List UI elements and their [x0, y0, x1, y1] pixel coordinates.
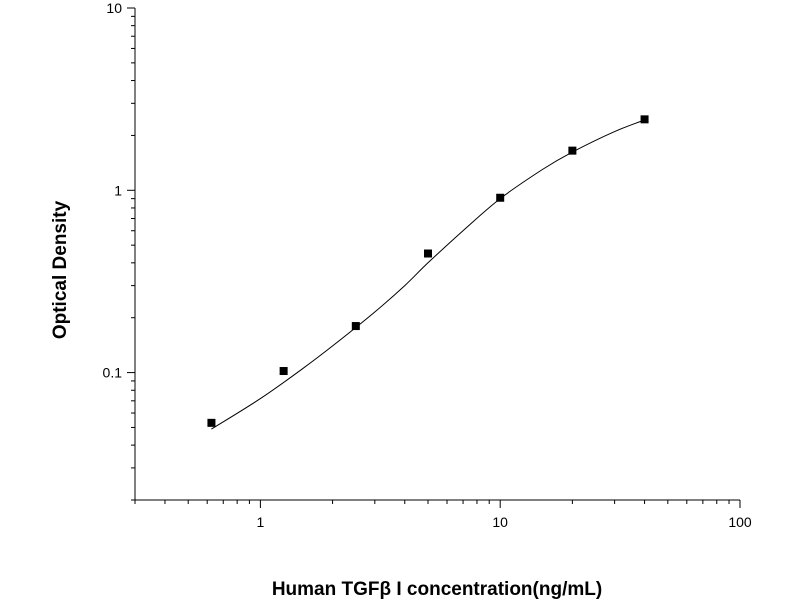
- tick-labels: 1 10 100 0.1 1 10: [103, 0, 752, 530]
- data-point: [496, 193, 505, 202]
- y-tick-label: 10: [106, 0, 122, 16]
- y-tick-label: 0.1: [103, 365, 123, 381]
- x-tick-label: 100: [728, 514, 752, 530]
- x-tick-label: 1: [256, 514, 264, 530]
- axes: [134, 8, 740, 501]
- x-tick-label: 10: [492, 514, 508, 530]
- data-point: [279, 367, 288, 376]
- data-point: [207, 418, 216, 427]
- data-point: [640, 115, 649, 124]
- data-point: [351, 322, 360, 331]
- x-axis-title: Human TGFβ I concentration(ng/mL): [272, 579, 602, 600]
- tick-marks: [127, 7, 741, 508]
- y-axis-title: Optical Density: [50, 200, 71, 339]
- data-point: [424, 249, 433, 258]
- fit-curve: [211, 119, 645, 430]
- data-points: [207, 115, 649, 427]
- data-point: [568, 146, 577, 155]
- y-tick-label: 1: [114, 182, 122, 198]
